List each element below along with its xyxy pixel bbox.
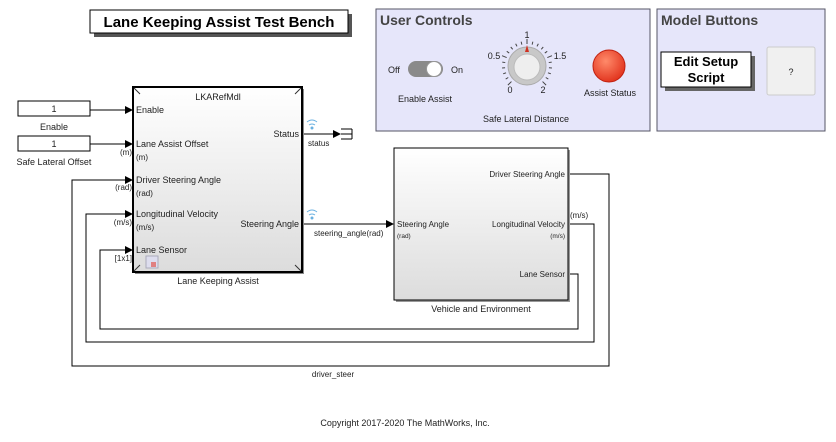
- constant-value: 1: [51, 104, 56, 114]
- lane-keeping-assist-block[interactable]: LKARefMdl Enable Lane Assist Offset (m) …: [132, 86, 304, 274]
- knob-tick-label: 1: [524, 30, 529, 40]
- knob-tick-label: 1.5: [554, 51, 567, 61]
- model-reference-name: LKARefMdl: [195, 92, 241, 102]
- knob-tick: [505, 77, 509, 80]
- edit-setup-script-button[interactable]: Edit Setup Script: [660, 51, 755, 91]
- knob-tick: [507, 81, 512, 86]
- port-unit: (m/s): [550, 233, 565, 240]
- input-port-label: Lane Assist Offset: [136, 139, 209, 149]
- port-unit: (rad): [136, 189, 153, 198]
- block-label: Lane Keeping Assist: [177, 276, 259, 286]
- signal-unit: (m): [120, 148, 132, 157]
- knob-tick-label: 2: [540, 85, 545, 95]
- safe-lateral-distance-knob[interactable]: [501, 39, 553, 86]
- toggle-label: Enable Assist: [398, 94, 453, 104]
- knob-tick: [540, 46, 544, 50]
- knob-tick: [501, 55, 507, 59]
- port-unit: (rad): [397, 233, 411, 240]
- knob-tick: [547, 72, 551, 75]
- output-port-label: Driver Steering Angle: [489, 170, 565, 179]
- knob-tick-label: 0: [507, 85, 512, 95]
- knob-tick: [531, 41, 534, 45]
- model-title-annotation: Lane Keeping Assist Test Bench: [89, 9, 352, 37]
- vehicle-and-environment-block[interactable]: Steering Angle (rad) Driver Steering Ang…: [393, 147, 570, 302]
- constant-block-enable[interactable]: 1: [17, 100, 91, 117]
- output-port-label: Status: [273, 129, 299, 139]
- knob-tick: [515, 43, 518, 47]
- block-label: Safe Lateral Offset: [17, 157, 92, 167]
- signal-logging-icon: [306, 119, 318, 220]
- knob-tick: [545, 77, 549, 80]
- constant-value: 1: [51, 139, 56, 149]
- block-label: Vehicle and Environment: [431, 304, 531, 314]
- port-unit: (m/s): [136, 223, 155, 232]
- knob-tick: [542, 81, 547, 86]
- button-label: ?: [788, 67, 793, 77]
- signal-unit: (rad): [115, 183, 132, 192]
- button-label: Script: [688, 70, 726, 85]
- knob-tick: [547, 55, 553, 59]
- output-port-label: Steering Angle: [240, 219, 299, 229]
- enable-assist-toggle[interactable]: [408, 61, 443, 77]
- model-title: Lane Keeping Assist Test Bench: [104, 14, 335, 31]
- panel-heading: Model Buttons: [661, 12, 758, 28]
- toggle-on-label: On: [451, 65, 463, 75]
- toggle-off-label: Off: [388, 65, 400, 75]
- port-unit: (m): [136, 153, 148, 162]
- knob-label: Safe Lateral Distance: [483, 114, 569, 124]
- knob-tick-label: 0.5: [488, 51, 501, 61]
- model-reference-icon: [145, 255, 159, 269]
- knob-tick: [544, 50, 548, 54]
- input-port-label: Lane Sensor: [136, 245, 187, 255]
- lamp-label: Assist Status: [584, 88, 637, 98]
- constant-block-safe-lateral-offset[interactable]: 1: [17, 135, 91, 152]
- input-port-label: Longitudinal Velocity: [136, 209, 219, 219]
- signal-name: steering_angle(rad): [314, 229, 384, 238]
- user-controls-panel: User Controls Off On Enable Assist 0 0.5…: [375, 8, 651, 132]
- output-port-label: Longitudinal Velocity: [492, 220, 565, 229]
- help-button[interactable]: ?: [766, 46, 816, 96]
- assist-status-lamp: [592, 49, 626, 83]
- block-label: Enable: [40, 122, 68, 132]
- copyright-annotation: Copyright 2017-2020 The MathWorks, Inc.: [320, 418, 489, 428]
- input-port-label: Driver Steering Angle: [136, 175, 221, 185]
- input-port-label: Enable: [136, 105, 164, 115]
- knob-tick: [520, 41, 523, 45]
- model-buttons-panel: Model Buttons Edit Setup Script ?: [656, 8, 826, 132]
- panel-heading: User Controls: [380, 12, 473, 28]
- input-port-label: Steering Angle: [397, 220, 450, 229]
- signal-unit: (m/s): [114, 218, 133, 227]
- knob-tick: [503, 72, 507, 75]
- knob-tick: [510, 46, 514, 50]
- signal-unit: (m/s): [570, 211, 589, 220]
- signal-lines: [71, 106, 610, 367]
- knob-pointer: [525, 45, 529, 52]
- terminator-block[interactable]: [341, 128, 353, 140]
- output-port-label: Lane Sensor: [520, 270, 566, 279]
- signal-name: status: [308, 139, 329, 148]
- signal-name: driver_steer: [312, 370, 355, 379]
- knob-tick: [506, 50, 510, 54]
- knob-tick: [536, 43, 539, 47]
- signal-unit: [1x1]: [115, 254, 132, 263]
- button-label: Edit Setup: [674, 54, 738, 69]
